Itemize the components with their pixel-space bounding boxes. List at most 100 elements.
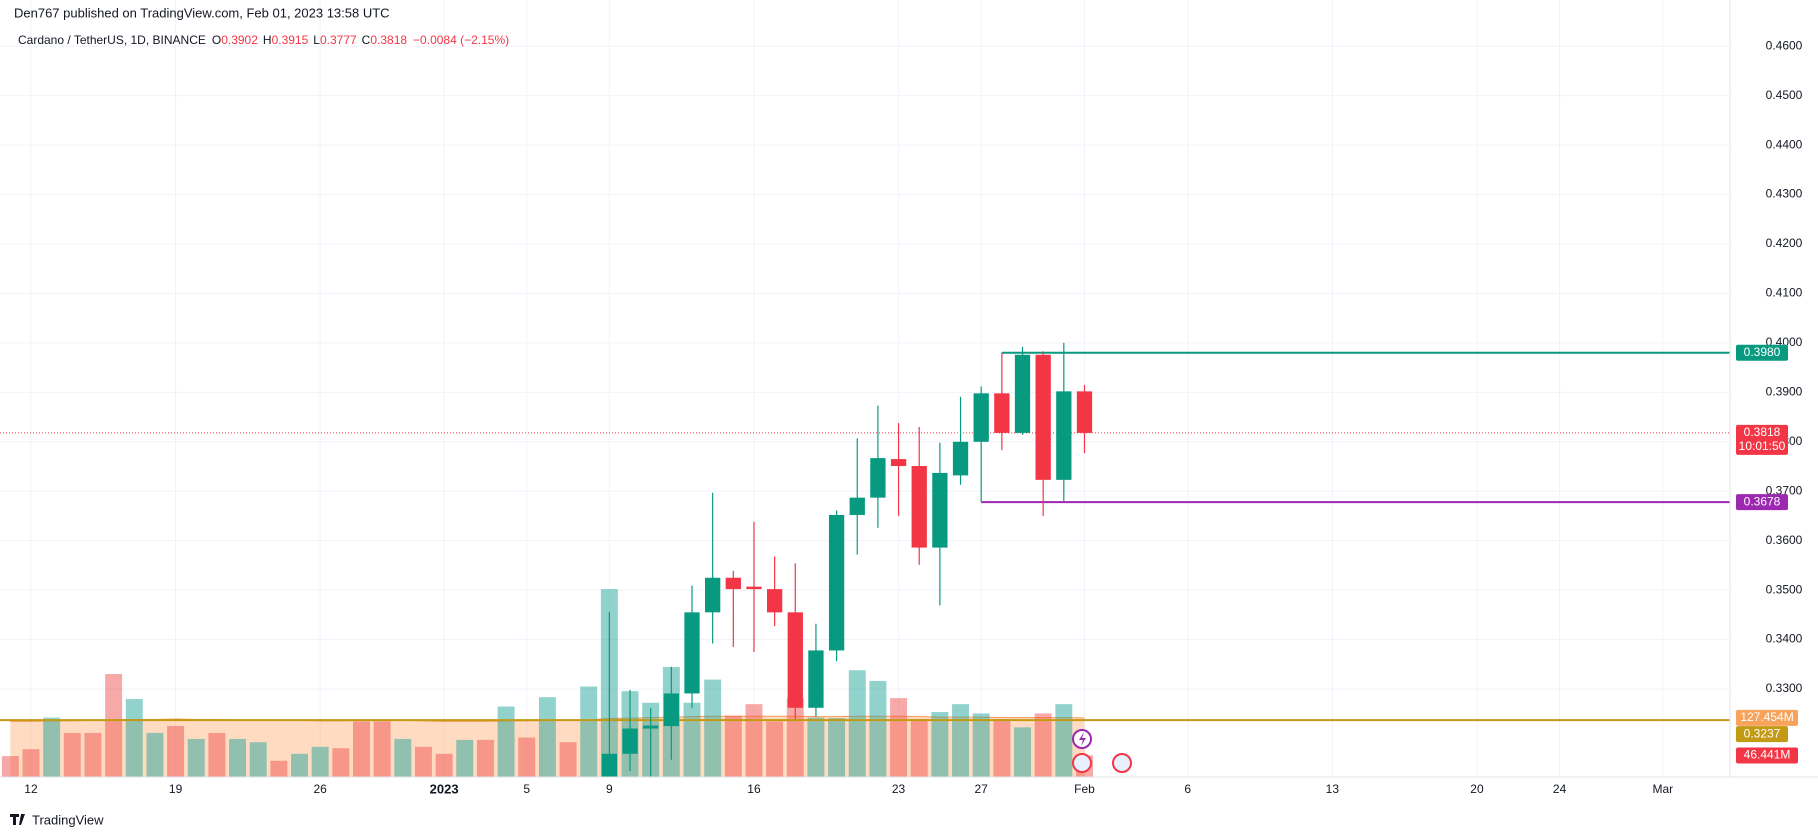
y-tick-label: 0.3500 bbox=[1766, 582, 1803, 596]
volume-tag bbox=[1736, 709, 1798, 726]
legend: Cardano / TetherUS, 1D, BINANCE O0.3902 H0… bbox=[18, 33, 509, 47]
candle-body bbox=[952, 441, 969, 476]
volume-bar bbox=[311, 746, 329, 777]
candle-body bbox=[1035, 354, 1051, 480]
y-tick-label: 0.3300 bbox=[1766, 681, 1803, 695]
candle-body bbox=[643, 725, 659, 729]
x-tick-label: 13 bbox=[1326, 782, 1340, 796]
volume-bar bbox=[187, 738, 205, 777]
volume-bar bbox=[249, 742, 267, 777]
volume-bar bbox=[229, 738, 247, 777]
volume-bar bbox=[683, 702, 701, 777]
brand: TradingView bbox=[32, 812, 104, 827]
flag-icon[interactable] bbox=[1112, 753, 1132, 773]
volume-bar bbox=[952, 704, 970, 777]
volume-bar bbox=[807, 717, 825, 777]
legend-item: O bbox=[212, 33, 221, 47]
axes: 0.33000.34000.35000.36000.37000.38000.39… bbox=[24, 38, 1802, 796]
flag-icon[interactable] bbox=[1072, 753, 1092, 773]
legend-item: 0.3818 bbox=[370, 33, 407, 47]
y-tick-label: 0.3600 bbox=[1766, 533, 1803, 547]
candle-body bbox=[828, 514, 845, 651]
publish-info: Den767 published on TradingView.com, Feb… bbox=[14, 5, 390, 20]
volume-bar bbox=[353, 721, 370, 777]
candle-body bbox=[1056, 391, 1072, 480]
legend-item: C bbox=[362, 33, 371, 47]
volume-bar bbox=[538, 697, 556, 777]
x-tick-label: 20 bbox=[1470, 782, 1484, 796]
y-tick-label: 0.4100 bbox=[1766, 286, 1803, 300]
volume-bar bbox=[518, 737, 536, 777]
candle-body bbox=[911, 466, 927, 548]
volume-bar bbox=[972, 713, 990, 777]
volume-bar bbox=[497, 706, 515, 777]
x-tick-label: 19 bbox=[169, 782, 183, 796]
volume-bar bbox=[291, 753, 308, 777]
volume-bar bbox=[766, 721, 784, 777]
lightning bbox=[1079, 732, 1086, 746]
volume-bar bbox=[993, 719, 1011, 777]
candle-body bbox=[663, 693, 679, 727]
x-tick-label: 27 bbox=[975, 782, 989, 796]
y-tick-label: 0.4400 bbox=[1766, 137, 1803, 151]
x-tick-label: 23 bbox=[892, 782, 906, 796]
countdown: 10:01:50 bbox=[1739, 439, 1786, 453]
legend-item: L bbox=[313, 33, 320, 47]
volume-tag bbox=[1736, 747, 1798, 764]
legend-item: 0.3777 bbox=[320, 33, 357, 47]
price-tag bbox=[1736, 726, 1788, 743]
volume-bar bbox=[125, 699, 143, 777]
event-icons bbox=[1072, 729, 1132, 773]
x-tick-label: 6 bbox=[1184, 782, 1191, 796]
volume-bar bbox=[724, 715, 742, 777]
candle-body bbox=[766, 589, 783, 613]
volume-bar bbox=[270, 760, 288, 777]
candle-body bbox=[1076, 391, 1093, 433]
candle-body bbox=[994, 393, 1010, 433]
volume-bar bbox=[414, 746, 432, 777]
legend-item: 0.3915 bbox=[272, 33, 309, 47]
candle-body bbox=[973, 393, 989, 442]
volume-bar bbox=[828, 718, 846, 777]
x-tick-label: 16 bbox=[747, 782, 761, 796]
legend-item: −0.0084 (−2.15%) bbox=[413, 33, 509, 47]
volume-bar bbox=[167, 725, 185, 777]
volume-bar bbox=[105, 673, 123, 777]
volume-bar bbox=[1, 756, 19, 777]
price-tag-label: 0.3818 bbox=[1744, 425, 1781, 439]
volume-bar bbox=[208, 732, 226, 777]
volume-bar bbox=[146, 732, 164, 777]
candle-body bbox=[932, 472, 948, 548]
volume-bar bbox=[931, 712, 949, 777]
candle-body bbox=[787, 612, 803, 708]
x-tick-label: 24 bbox=[1553, 782, 1567, 796]
x-tick-label: 12 bbox=[24, 782, 38, 796]
price-tag bbox=[1736, 424, 1788, 455]
volume-bar bbox=[580, 686, 598, 777]
y-tick-label: 0.3900 bbox=[1766, 385, 1803, 399]
candle-body bbox=[870, 458, 886, 498]
volume-bar bbox=[476, 739, 494, 777]
y-tick-label: 0.4500 bbox=[1766, 88, 1803, 102]
volume-bar bbox=[435, 753, 453, 777]
y-tick-label: 0.4200 bbox=[1766, 236, 1803, 250]
x-tick-label: Feb bbox=[1074, 782, 1095, 796]
x-tick-label: Mar bbox=[1653, 782, 1674, 796]
candle-body bbox=[808, 650, 824, 708]
candle-body bbox=[622, 728, 638, 754]
candle-body bbox=[725, 577, 741, 590]
price-tag-label: 0.3980 bbox=[1744, 345, 1781, 359]
volume-bar bbox=[786, 698, 804, 777]
volume-bar bbox=[332, 748, 350, 777]
volume-bar bbox=[394, 738, 412, 777]
volume-bar bbox=[890, 698, 908, 777]
y-tick-label: 0.4600 bbox=[1766, 38, 1803, 52]
volume-bar bbox=[1014, 727, 1031, 777]
x-tick-label: 2023 bbox=[430, 781, 459, 796]
volume-bar bbox=[1034, 713, 1052, 777]
y-tick-label: 0.3700 bbox=[1766, 483, 1803, 497]
candle-body bbox=[890, 459, 907, 467]
x-tick-label: 26 bbox=[313, 782, 327, 796]
x-tick-label: 9 bbox=[606, 782, 613, 796]
